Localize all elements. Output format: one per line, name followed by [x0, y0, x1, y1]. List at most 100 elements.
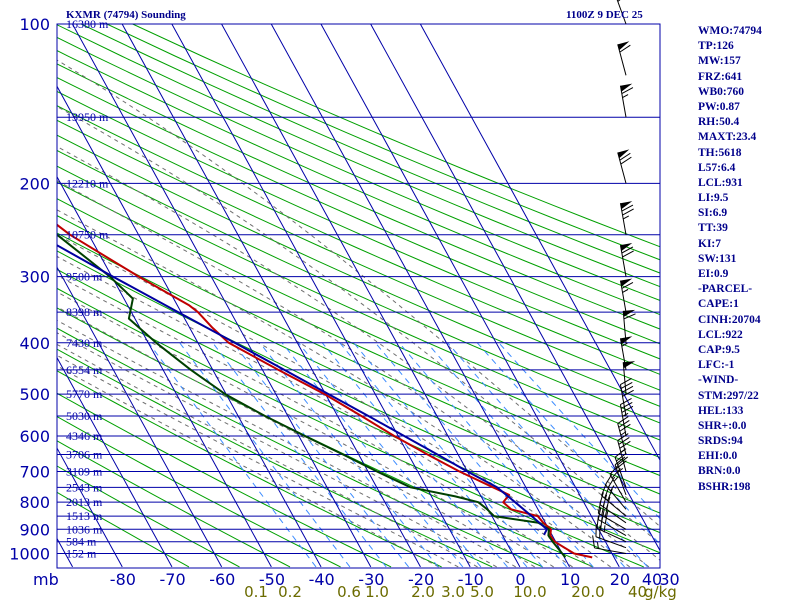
height-label: 2013 m [66, 495, 103, 509]
mixing-ratio-label: 20.0 [571, 583, 604, 600]
pressure-tick-label: 500 [19, 385, 50, 404]
moist-adiabat [57, 180, 650, 568]
index-item: BRN:0.0 [698, 465, 741, 478]
wind-barb [597, 507, 627, 537]
dry-adiabat [57, 90, 660, 360]
dry-adiabat [57, 268, 660, 554]
dry-adiabat [57, 465, 240, 568]
parcel-profile [57, 244, 548, 536]
mixing-ratio-label: 10.0 [513, 583, 546, 600]
pressure-tick-label: 1000 [9, 545, 50, 564]
wind-barb [619, 336, 633, 370]
wind-barb [622, 361, 636, 395]
wind-barb [619, 398, 634, 437]
chart-title: KXMR (74794) Sounding [66, 9, 186, 21]
isotherm [370, 24, 660, 552]
mixing-ratio-line [212, 342, 387, 568]
mixing-ratio-label: 3.0 [441, 583, 465, 600]
temperature-tick-label: -50 [259, 570, 285, 589]
dry-adiabat [57, 232, 660, 514]
index-item: LCL:931 [698, 176, 743, 189]
mixing-ratio-unit: g/kg [644, 583, 677, 600]
height-label: 7430 m [66, 336, 103, 350]
index-item: SHR+:0.0 [698, 419, 747, 432]
temperature-tick-label: 20 [610, 570, 630, 589]
dry-adiabat [57, 49, 660, 316]
isotherm [171, 24, 471, 568]
mixing-ratio-label: 0.2 [278, 583, 302, 600]
height-label: 4346 m [66, 429, 103, 443]
temperature-tick-label: -60 [209, 570, 235, 589]
dry-adiabat [57, 63, 660, 330]
wind-barb [619, 243, 634, 277]
index-item: CAP:9.5 [698, 343, 740, 356]
mixing-ratio-label: 1.0 [365, 583, 389, 600]
index-item: SW:131 [698, 252, 737, 265]
height-label: 152 m [66, 547, 97, 561]
index-item: EI:0.9 [698, 268, 729, 280]
height-label: 2543 m [66, 480, 103, 494]
index-item: PW:0.87 [698, 100, 740, 113]
index-item: LI:9.5 [698, 192, 729, 205]
isotherm [57, 175, 272, 568]
wind-barb [619, 278, 634, 313]
height-label: 16380 m [66, 17, 109, 31]
index-panel: WMO:74794 TP:126 MW:157 FRZ:641 WB0:760 PW:0.… [698, 24, 762, 495]
isotherm [419, 24, 660, 462]
pressure-tick-label: 400 [19, 334, 50, 353]
dry-adiabat [57, 198, 660, 477]
wind-barb [617, 41, 631, 76]
index-item: FRZ:641 [698, 70, 743, 83]
wind-barb [619, 378, 634, 417]
index-item: WMO:74794 [698, 25, 762, 37]
index-item: STM:297/22 [698, 389, 759, 402]
height-label: 13950 m [66, 110, 109, 124]
index-item: LFC:-1 [698, 359, 735, 372]
dry-adiabat [57, 76, 660, 345]
index-item: HEL:133 [698, 404, 744, 417]
wind-barb [595, 524, 627, 549]
dry-adiabat [132, 24, 660, 248]
dry-adiabat [57, 24, 660, 288]
height-label: 5030 m [66, 409, 103, 423]
mixing-ratio-line [232, 342, 409, 568]
index-item: CAPE:1 [698, 298, 739, 311]
dry-adiabat [106, 24, 660, 261]
height-label: 9500 m [66, 270, 103, 284]
temperature-tick-label: 40 [642, 570, 662, 589]
mixing-ratio-label: 0.1 [244, 583, 268, 600]
wind-barb [619, 201, 634, 235]
height-label: 8398 m [66, 305, 103, 319]
dry-adiabat [57, 119, 660, 391]
index-item: -WIND- [698, 374, 739, 387]
dry-adiabat [57, 165, 660, 441]
height-label: 1036 m [66, 522, 103, 536]
wind-barb [616, 0, 627, 25]
wind-barb [609, 464, 627, 503]
index-item: TP:126 [698, 40, 734, 53]
mixing-ratio-line [259, 342, 439, 568]
mixing-ratio-label: 0.6 [337, 583, 361, 600]
pressure-tick-label: 700 [19, 462, 50, 481]
height-label: 1513 m [66, 509, 103, 523]
wind-barb [592, 535, 627, 554]
wind-barb [614, 456, 627, 496]
dry-adiabat [57, 181, 660, 459]
dry-adiabat [57, 149, 660, 424]
mixing-ratio-label: 2.0 [411, 583, 435, 600]
height-label: 6554 m [66, 363, 103, 377]
index-item: MW:157 [698, 55, 741, 68]
index-item: RH:50.4 [698, 116, 740, 129]
plot-frame [56, 23, 661, 569]
wind-barb [617, 433, 631, 472]
wind-barb [617, 149, 632, 184]
dry-adiabat [57, 36, 660, 301]
index-item: MAXT:23.4 [698, 131, 757, 144]
pressure-tick-label: 800 [19, 493, 50, 512]
index-item: TT:39 [698, 222, 728, 235]
pressure-tick-label: 100 [19, 15, 50, 34]
temperature-tick-label: -80 [110, 570, 136, 589]
height-label: 584 m [66, 535, 97, 549]
isotherm [57, 447, 123, 568]
